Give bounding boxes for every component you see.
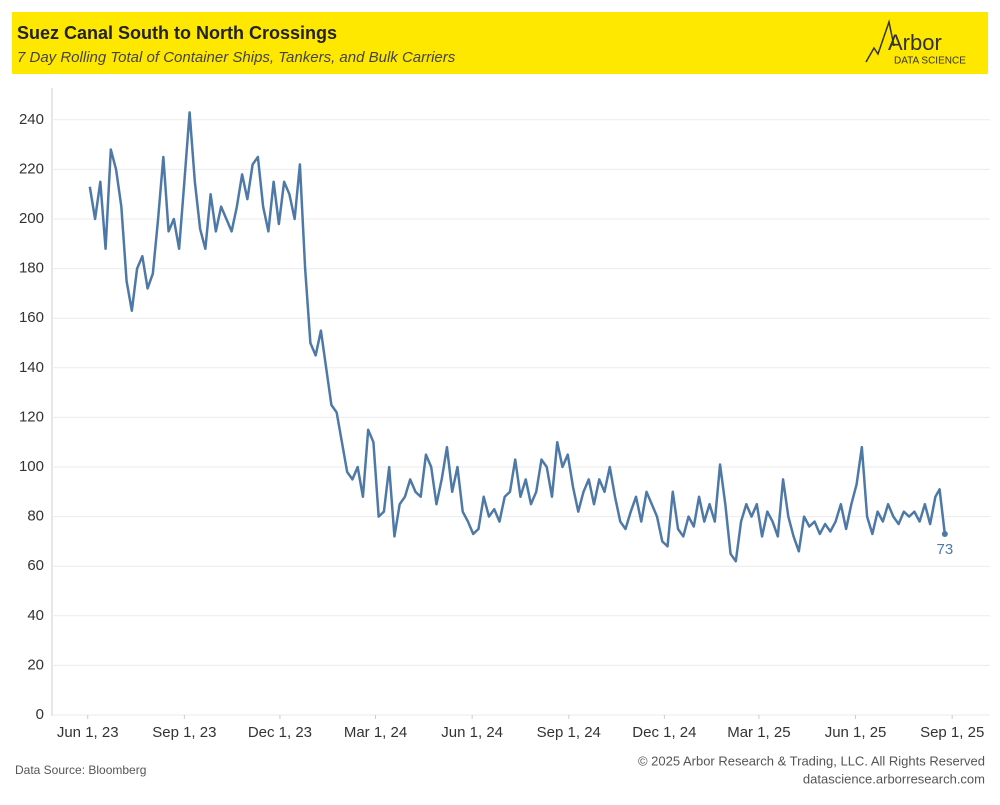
- x-tick-label: Jun 1, 23: [57, 724, 119, 741]
- website: datascience.arborresearch.com: [803, 771, 985, 786]
- x-tick-label: Jun 1, 24: [441, 724, 503, 741]
- logo-tagline: DATA SCIENCE: [894, 56, 966, 67]
- line: [88, 111, 947, 563]
- x-tick-label: Sep 1, 24: [537, 724, 601, 741]
- y-tick-label: 100: [19, 458, 44, 475]
- y-tick-label: 220: [19, 160, 44, 177]
- end-point: [941, 530, 948, 537]
- y-tick-label: 200: [19, 210, 44, 227]
- y-tick-label: 0: [36, 706, 44, 723]
- x-tick-label: Dec 1, 24: [632, 724, 696, 741]
- logo-name: Arbor: [888, 30, 942, 55]
- source: Data Source: Bloomberg: [15, 763, 146, 777]
- logo-mark: [865, 19, 895, 63]
- value-label: 73: [936, 541, 953, 558]
- y-tick-label: 240: [19, 111, 44, 128]
- y-tick-label: 140: [19, 359, 44, 376]
- x-tick-label: Jun 1, 25: [825, 724, 887, 741]
- x-tick-label: Mar 1, 24: [344, 724, 407, 741]
- x-tick-label: Mar 1, 25: [727, 724, 790, 741]
- y-tick-label: 120: [19, 408, 44, 425]
- x-tick-label: Dec 1, 23: [248, 724, 312, 741]
- header-band: [12, 12, 988, 74]
- y-tick-label: 20: [27, 656, 44, 673]
- copyright: © 2025 Arbor Research & Trading, LLC. Al…: [638, 753, 985, 768]
- y-tick-label: 160: [19, 309, 44, 326]
- x-tick-label: Sep 1, 23: [152, 724, 216, 741]
- x-tick-label: Sep 1, 25: [920, 724, 984, 741]
- y-tick-label: 180: [19, 260, 44, 277]
- chart-subtitle: 7 Day Rolling Total of Container Ships, …: [17, 49, 456, 66]
- chart-title: Suez Canal South to North Crossings: [17, 23, 337, 43]
- y-tick-label: 40: [27, 607, 44, 624]
- y-tick-label: 80: [27, 508, 44, 525]
- y-tick-label: 60: [27, 557, 44, 574]
